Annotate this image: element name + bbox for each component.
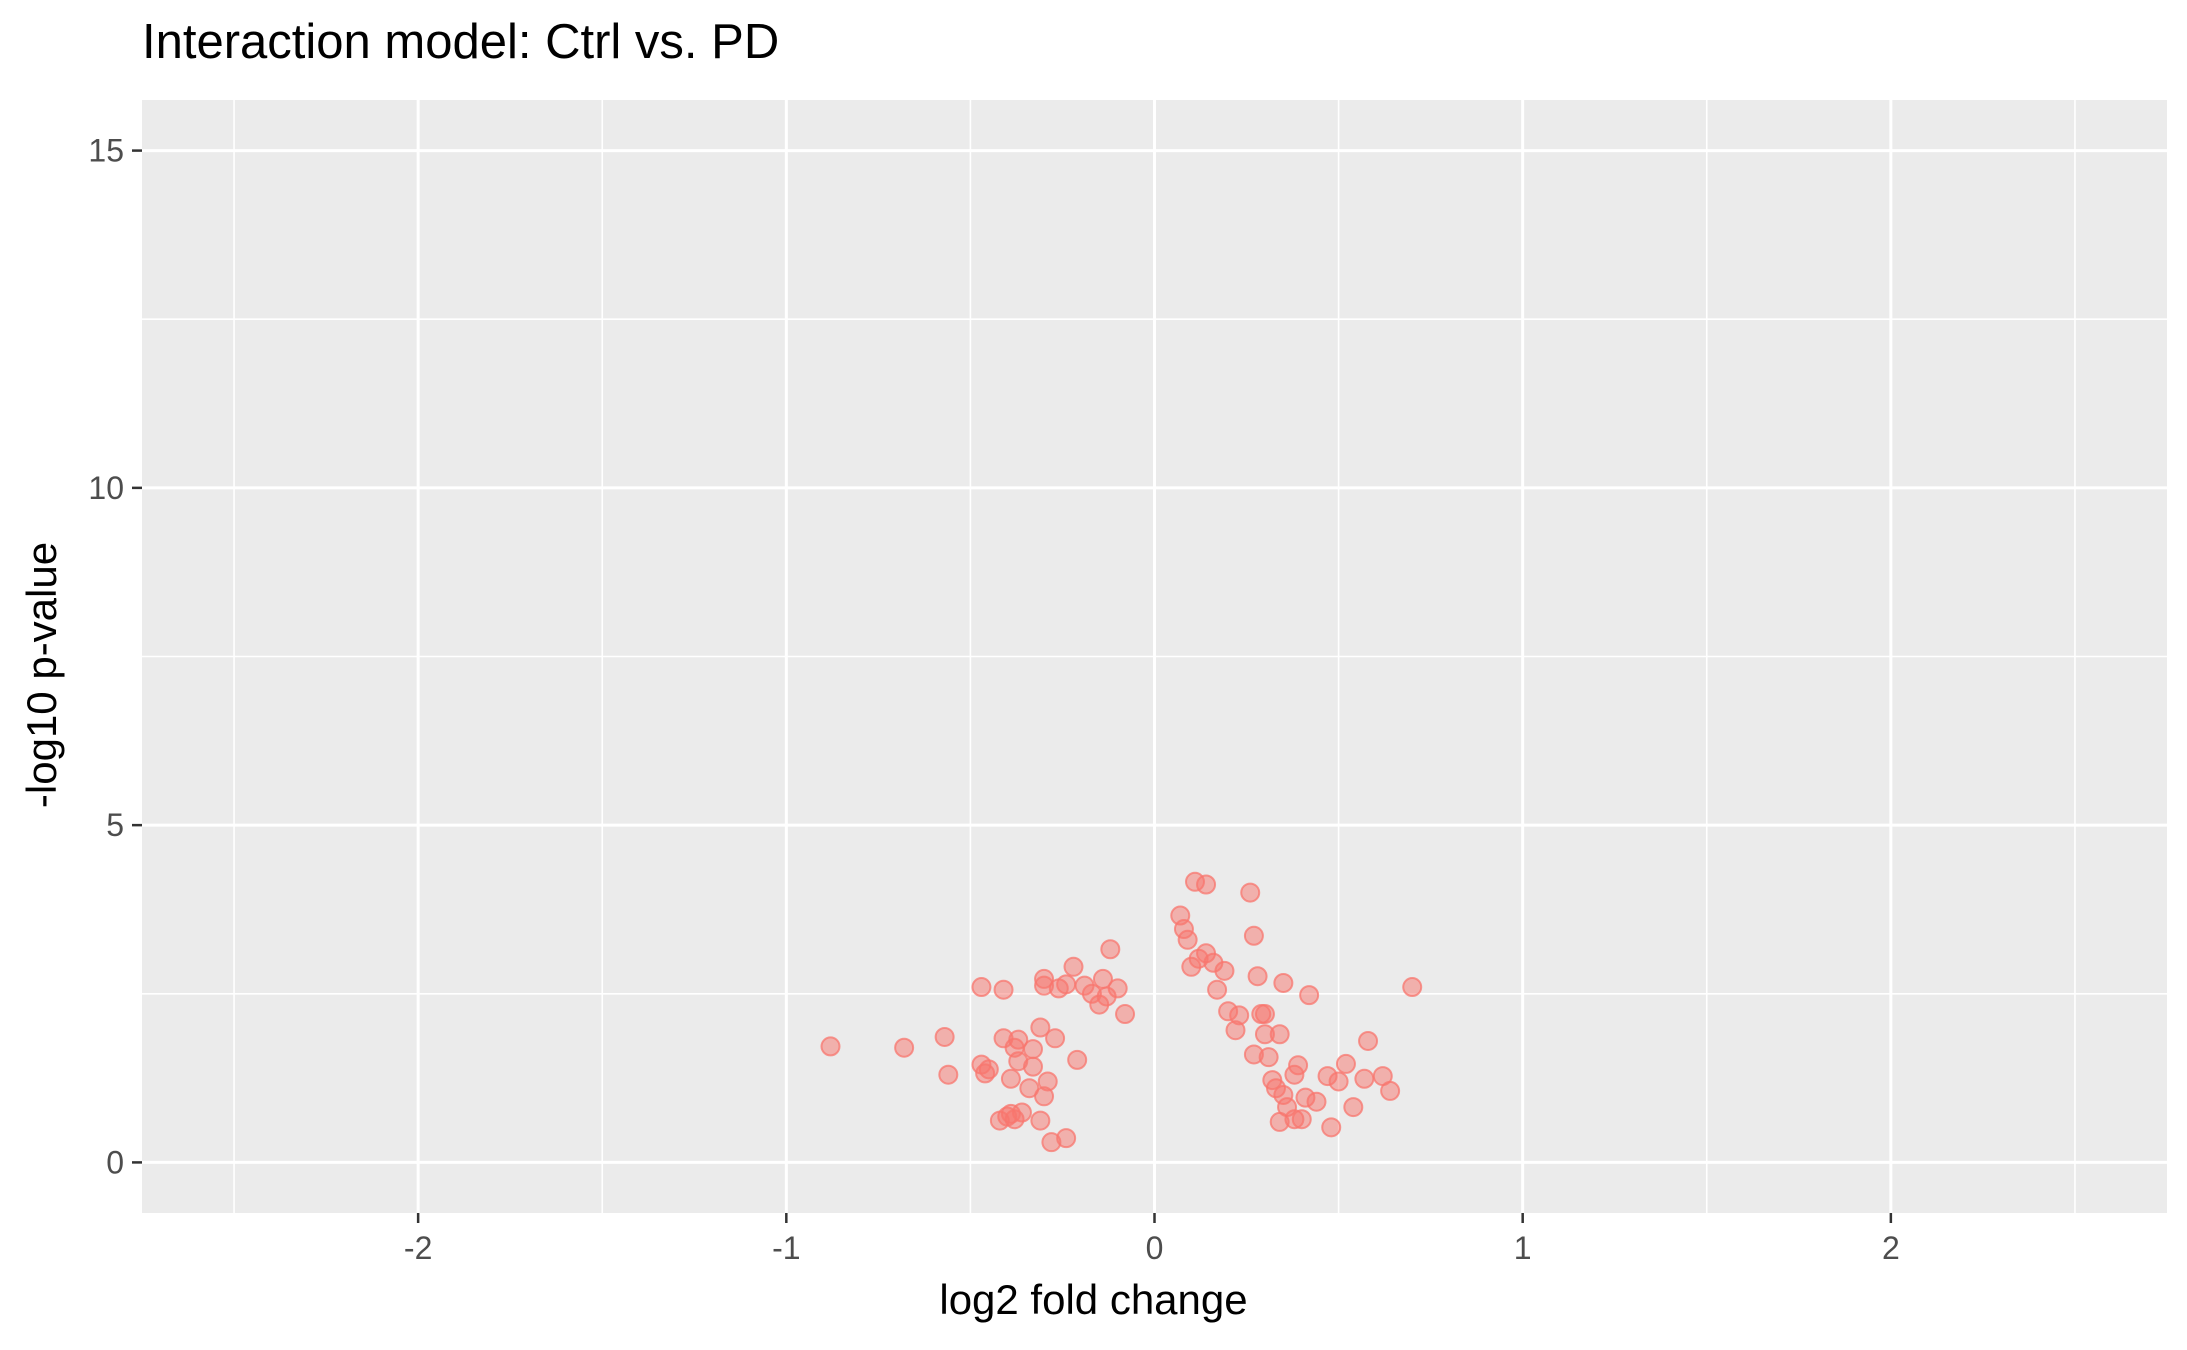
y-axis: 0 5 10 15 [88, 133, 142, 1180]
x-tick-label: 0 [1146, 1230, 1164, 1266]
x-tick-label: 1 [1514, 1230, 1532, 1266]
data-point [1115, 1004, 1136, 1025]
chart-title: Interaction model: Ctrl vs. PD [142, 15, 780, 69]
data-point [1030, 1017, 1051, 1038]
data-point [1273, 972, 1294, 993]
x-tick-label: -2 [404, 1230, 432, 1266]
data-point [1343, 1097, 1364, 1118]
data-point [1207, 979, 1228, 1000]
minor-gridlines [142, 100, 2167, 1213]
y-tick-label: 15 [88, 133, 124, 169]
data-point [1306, 1091, 1327, 1112]
x-axis-label: log2 fold change [939, 1276, 1248, 1323]
data-point [1299, 985, 1320, 1006]
y-axis-label: -log10 p-value [18, 541, 65, 809]
data-point [1258, 1047, 1279, 1068]
x-axis: -2 -1 0 1 2 [404, 1213, 1900, 1266]
data-point [1107, 978, 1128, 999]
data-point [1008, 1029, 1029, 1050]
data-point [1358, 1030, 1379, 1051]
data-point [1196, 874, 1217, 895]
data-point [894, 1037, 915, 1058]
data-point [1321, 1117, 1342, 1138]
data-point [1023, 1056, 1043, 1077]
data-point [1269, 1024, 1290, 1045]
data-point [1011, 1102, 1032, 1123]
data-point [1100, 939, 1121, 960]
data-point [1402, 977, 1423, 998]
data-point [1229, 1005, 1250, 1026]
data-point [1254, 1004, 1275, 1025]
major-gridlines [142, 100, 2167, 1213]
data-point [993, 979, 1014, 1000]
y-tick-label: 5 [106, 807, 124, 843]
data-point [1243, 925, 1264, 946]
data-point [1063, 956, 1084, 977]
data-point [1067, 1049, 1088, 1070]
data-point [978, 1059, 999, 1080]
data-point [1328, 1071, 1349, 1092]
data-point [1247, 966, 1268, 987]
data-point [820, 1036, 841, 1057]
data-point [1056, 974, 1077, 995]
x-tick-label: 2 [1882, 1230, 1900, 1266]
data-point [1023, 1039, 1043, 1060]
data-point [1354, 1068, 1375, 1089]
data-point [1177, 929, 1198, 950]
data-point [1045, 1028, 1066, 1049]
data-point [1030, 1110, 1051, 1131]
data-points [820, 871, 1423, 1153]
data-point [1288, 1055, 1309, 1076]
y-tick-label: 0 [106, 1144, 124, 1180]
x-tick-label: -1 [772, 1230, 800, 1266]
data-point [938, 1064, 959, 1085]
data-point [934, 1026, 955, 1047]
data-point [1056, 1128, 1077, 1149]
data-point [1214, 960, 1235, 981]
y-tick-label: 10 [88, 470, 124, 506]
data-point [971, 977, 992, 998]
data-point [1240, 882, 1261, 903]
data-point [1380, 1080, 1401, 1101]
data-point [1037, 1071, 1058, 1092]
data-point [1000, 1068, 1021, 1089]
data-point [1335, 1053, 1356, 1074]
data-point [1291, 1109, 1312, 1130]
